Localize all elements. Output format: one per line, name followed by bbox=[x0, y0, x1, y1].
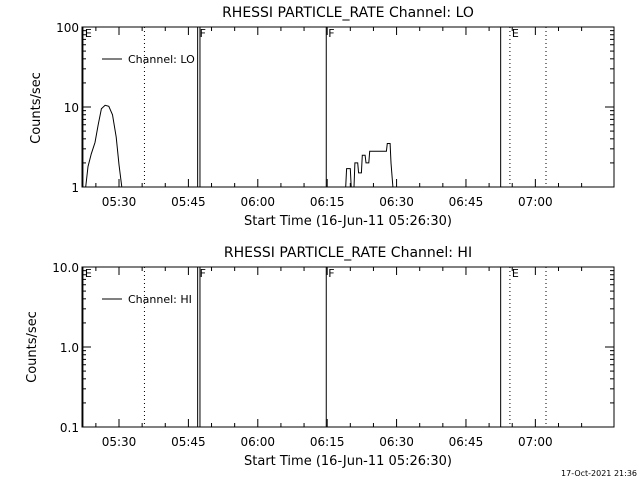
hi-x-tick-label: 06:00 bbox=[240, 435, 275, 449]
lo-panel-xlabel: Start Time (16-Jun-11 05:26:30) bbox=[244, 214, 452, 229]
hi-legend-label: Channel: HI bbox=[128, 293, 192, 306]
lo-event-marker-label: F bbox=[328, 27, 334, 40]
render-timestamp: 17-Oct-2021 21:36 bbox=[561, 469, 637, 478]
lo-legend-label: Channel: LO bbox=[128, 53, 195, 66]
hi-y-tick-label: 10.0 bbox=[52, 261, 79, 275]
hi-x-tick-label: 07:00 bbox=[518, 435, 553, 449]
lo-event-marker-label: E bbox=[85, 27, 92, 40]
hi-y-tick-label: 1.0 bbox=[60, 341, 79, 355]
lo-x-tick-label: 06:15 bbox=[310, 195, 345, 209]
lo-y-tick-label: 1 bbox=[71, 181, 79, 195]
lo-event-marker-label: E bbox=[512, 27, 519, 40]
lo-y-tick-label: 10 bbox=[64, 101, 79, 115]
hi-panel-ylabel: Counts/sec bbox=[25, 311, 40, 383]
lo-x-tick-label: 05:45 bbox=[171, 195, 206, 209]
lo-event-marker-label: F bbox=[200, 27, 206, 40]
hi-event-marker-label: E bbox=[512, 267, 519, 280]
hi-x-tick-label: 06:15 bbox=[310, 435, 345, 449]
lo-series-line bbox=[85, 104, 123, 188]
hi-channel-panel: RHESSI PARTICLE_RATE Channel: HI Start T… bbox=[25, 245, 615, 469]
hi-x-tick-label: 05:30 bbox=[102, 435, 137, 449]
lo-panel-title: RHESSI PARTICLE_RATE Channel: LO bbox=[222, 5, 474, 21]
hi-x-tick-label: 05:45 bbox=[171, 435, 206, 449]
lo-y-tick-label: 100 bbox=[56, 21, 79, 35]
lo-panel-ylabel: Counts/sec bbox=[29, 72, 44, 144]
lo-channel-panel: RHESSI PARTICLE_RATE Channel: LO Start T… bbox=[29, 5, 615, 229]
hi-x-tick-label: 06:30 bbox=[379, 435, 414, 449]
lo-x-tick-label: 07:00 bbox=[518, 195, 553, 209]
lo-x-tick-label: 06:45 bbox=[449, 195, 484, 209]
lo-series-line bbox=[345, 143, 394, 188]
hi-panel-xlabel: Start Time (16-Jun-11 05:26:30) bbox=[244, 454, 452, 469]
hi-y-tick-label: 0.1 bbox=[60, 421, 79, 435]
hi-event-marker-label: E bbox=[85, 267, 92, 280]
hi-event-marker-label: F bbox=[328, 267, 334, 280]
lo-x-tick-label: 05:30 bbox=[102, 195, 137, 209]
hi-panel-title: RHESSI PARTICLE_RATE Channel: HI bbox=[224, 245, 472, 261]
hi-event-marker-label: F bbox=[200, 267, 206, 280]
hi-x-tick-label: 06:45 bbox=[449, 435, 484, 449]
lo-x-tick-label: 06:30 bbox=[379, 195, 414, 209]
lo-x-tick-label: 06:00 bbox=[240, 195, 275, 209]
